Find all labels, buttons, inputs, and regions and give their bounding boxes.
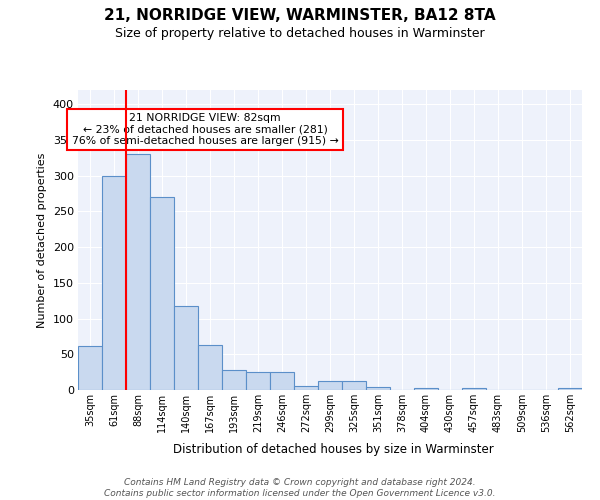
Bar xyxy=(414,388,438,390)
Bar xyxy=(246,372,270,390)
Bar xyxy=(462,388,486,390)
Text: Size of property relative to detached houses in Warminster: Size of property relative to detached ho… xyxy=(115,28,485,40)
Bar xyxy=(198,345,222,390)
Bar xyxy=(270,372,294,390)
Text: 21, NORRIDGE VIEW, WARMINSTER, BA12 8TA: 21, NORRIDGE VIEW, WARMINSTER, BA12 8TA xyxy=(104,8,496,22)
Bar xyxy=(126,154,150,390)
Text: 21 NORRIDGE VIEW: 82sqm
← 23% of detached houses are smaller (281)
76% of semi-d: 21 NORRIDGE VIEW: 82sqm ← 23% of detache… xyxy=(72,113,338,146)
Bar xyxy=(174,306,198,390)
Bar xyxy=(558,388,582,390)
Text: Distribution of detached houses by size in Warminster: Distribution of detached houses by size … xyxy=(173,442,493,456)
Bar xyxy=(78,346,102,390)
Bar xyxy=(102,176,126,390)
Bar xyxy=(294,386,318,390)
Bar xyxy=(222,370,246,390)
Bar xyxy=(318,382,342,390)
Bar xyxy=(342,382,366,390)
Bar xyxy=(150,197,174,390)
Y-axis label: Number of detached properties: Number of detached properties xyxy=(37,152,47,328)
Bar xyxy=(366,387,390,390)
Text: Contains HM Land Registry data © Crown copyright and database right 2024.
Contai: Contains HM Land Registry data © Crown c… xyxy=(104,478,496,498)
